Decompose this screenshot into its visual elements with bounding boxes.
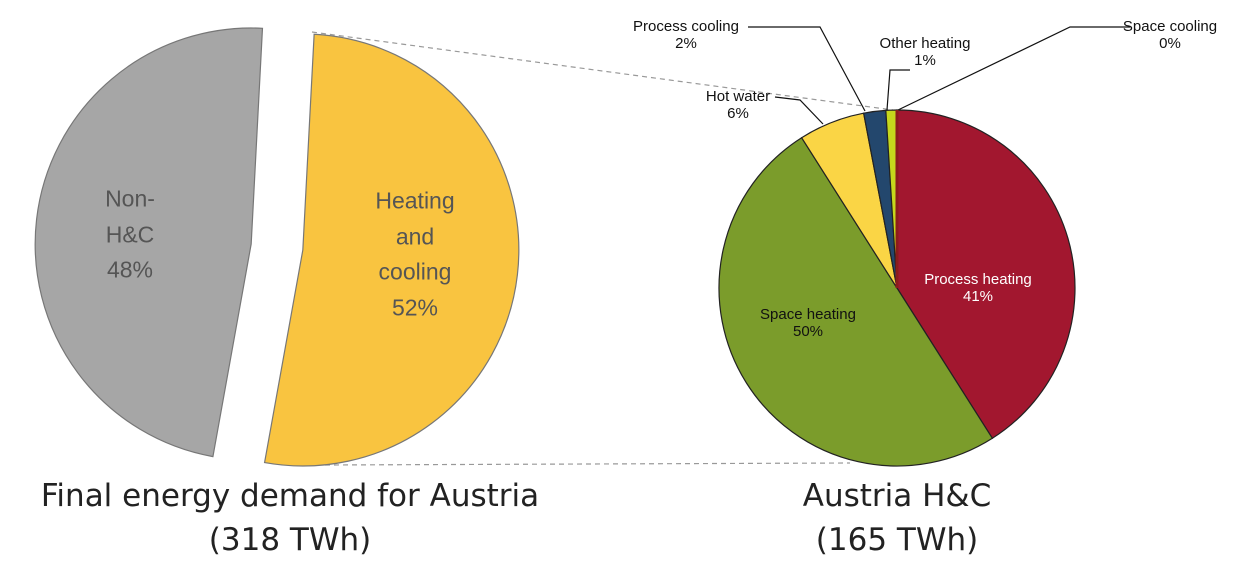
category-label: Space heating [760,305,856,323]
category-label: Other heating [879,34,971,52]
category-label: Process heating [924,270,1032,288]
chart-subtitle: (165 TWh) [815,522,979,558]
chart-title: Final energy demand for Austria [40,478,540,514]
category-label: Space cooling [1122,17,1218,35]
slice-label: Process heating 41% [893,271,1063,306]
value-label: 0% [1159,35,1181,52]
value-label: 52% [391,294,439,321]
value-label: 1% [914,52,936,69]
chart-subtitle: (318 TWh) [208,522,372,558]
leader-line [886,69,910,111]
leader-line [897,26,1130,111]
leader-lines [748,26,1130,125]
value-label: 6% [727,105,749,122]
leader-line [774,96,824,125]
category-label: Heating and cooling [375,187,455,285]
slice-label: Process cooling 2% [616,18,756,53]
category-label: Process cooling [633,17,739,35]
slice-label: Heating and cooling 52% [365,184,465,327]
pie-slice [718,136,994,467]
pie-slice [263,33,520,467]
slice-label: Space heating 50% [723,306,893,341]
category-label: Hot water [705,87,771,105]
slice-label: Hot water 6% [678,88,798,123]
connector [324,462,851,466]
category-label: Non-H&C [105,185,155,248]
pie-slice [34,27,264,458]
pie-slice [896,109,1076,440]
slice-label: Other heating 1% [855,35,995,70]
slice-label: Space cooling 0% [1100,18,1234,53]
value-label: 50% [792,323,824,340]
value-label: 41% [962,288,994,305]
connector [311,31,894,111]
slice-label: Non-H&C 48% [100,182,160,289]
value-label: 48% [106,256,154,283]
value-label: 2% [675,35,697,52]
chart-title: Austria H&C [802,478,992,514]
leader-line [748,26,866,112]
